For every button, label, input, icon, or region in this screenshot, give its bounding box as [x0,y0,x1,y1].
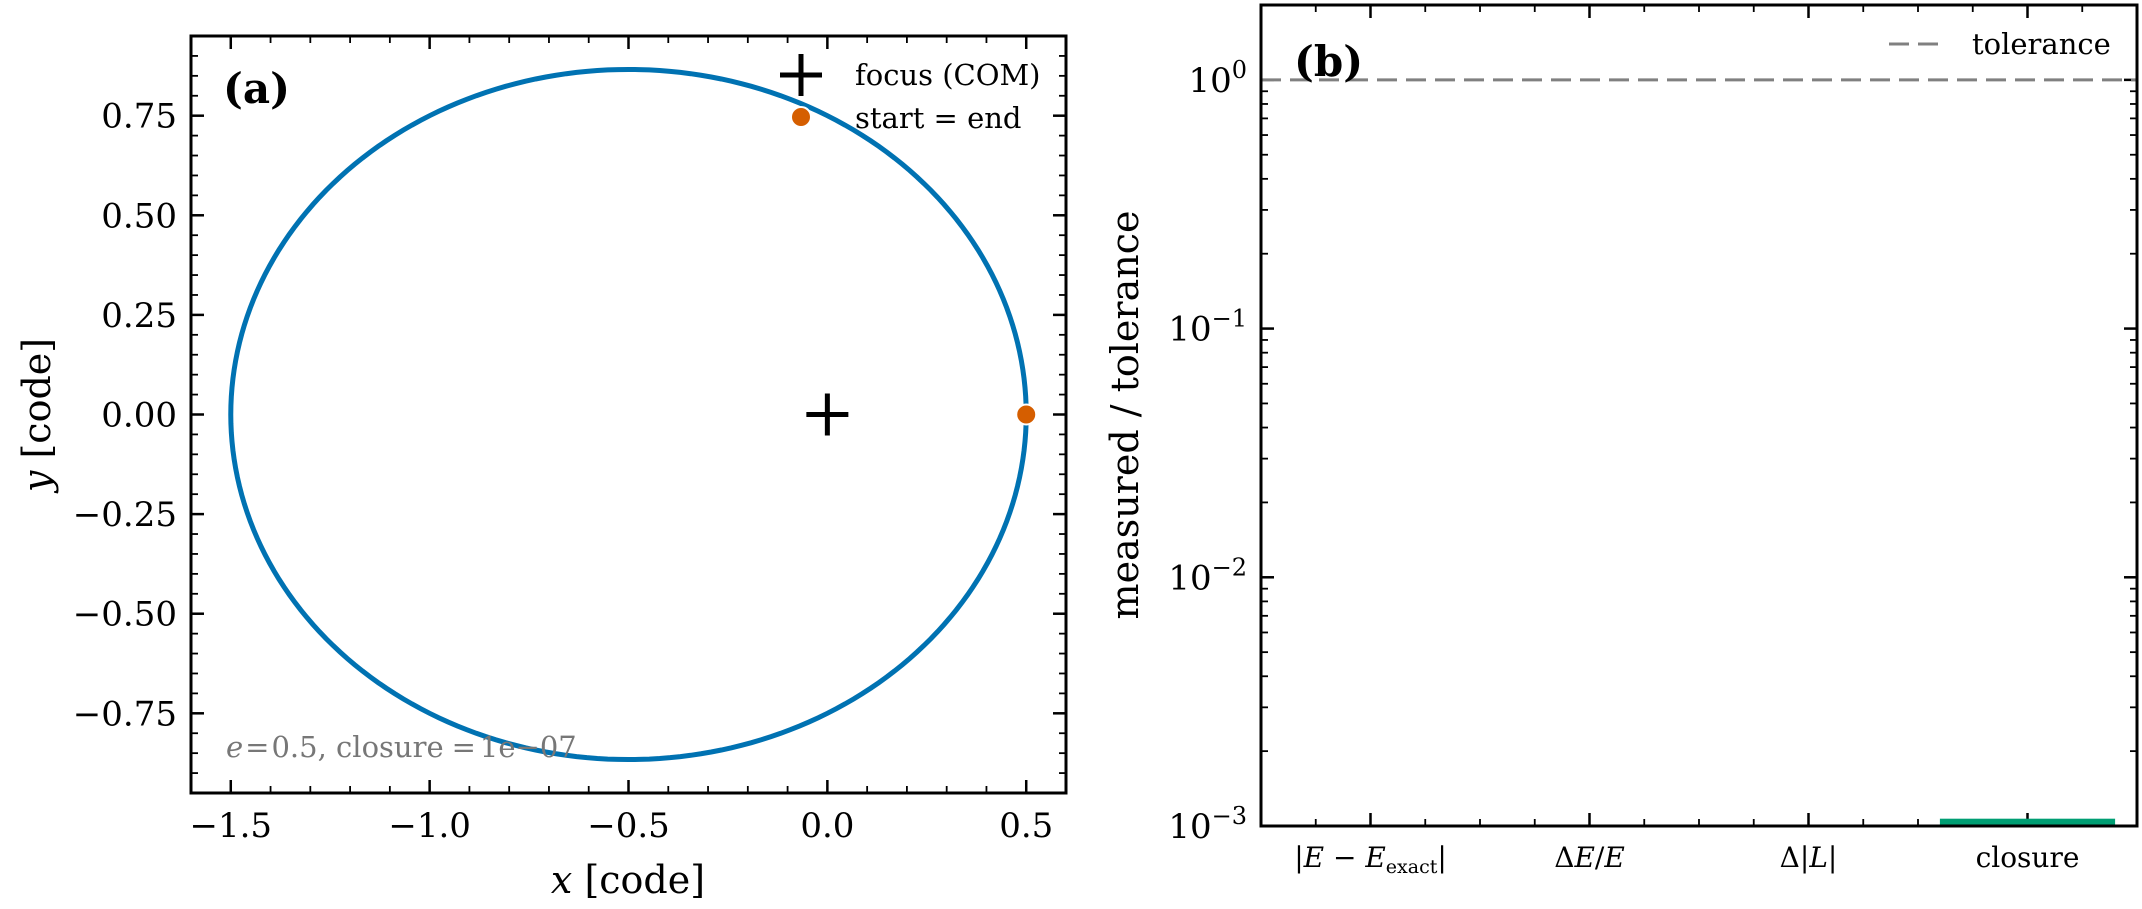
b-y-tick-label: 10−2 [1168,553,1247,598]
y-tick-label: −0.50 [73,595,177,635]
category-label-energy-error: |E − Eexact| [1294,841,1447,878]
panel-a-frame [189,34,1068,795]
category-label-closure: closure [1976,841,2080,874]
b-y-tick-label: 10−3 [1168,802,1247,847]
b-y-tick-label: 10−1 [1168,305,1247,350]
bar-closure [1939,818,2116,826]
orbit-annotation: e=0.5, closure = 1e−07 [226,730,577,764]
panel-b-label: (b) [1294,37,1363,86]
y-tick-label: 0.50 [101,196,177,236]
annotation-closure-value: 1e−07 [480,730,577,764]
start-end-marker [1015,403,1038,426]
panel-b-bar-group [1939,818,2116,826]
y-tick-label: −0.75 [73,694,177,734]
legend-focus-com-label: focus (COM) [855,58,1041,92]
panel-a-ylabel: y [code] [15,338,59,494]
panel-a-orbit: −1.5 −1.0 −0.5 0.0 0.5 −0.75 −0.50 −0.25 0.00 0.2… [15,34,1068,902]
panel-b-ticks: 10−3 10−2 10−1 100 |E − Eexact| ΔE/E Δ|L| closu… [1168,4,2137,878]
annotation-closure-text: , closure [318,730,444,764]
legend-focus-com-marker [780,54,822,96]
panel-a-xlabel: x [code] [551,858,705,902]
annotation-equals: = [245,730,269,764]
panel-a-xlabel-text: x [code] [551,858,705,902]
x-tick-label: 0.0 [800,806,854,846]
legend-tolerance-label: tolerance [1972,27,2111,61]
y-tick-label: 0.25 [101,296,177,336]
panel-a-label: (a) [223,64,290,113]
category-label-ang-mom-drift: Δ|L| [1780,841,1838,874]
y-tick-label: 0.75 [101,97,177,137]
panel-b-legend: tolerance [1889,27,2111,61]
y-tick-label: −0.25 [73,495,177,535]
x-tick-label: 0.5 [999,806,1053,846]
y-tick-label: 0.00 [101,396,177,436]
x-tick-label: −0.5 [587,806,670,846]
axis-unit: [code] [572,858,705,902]
annotation-closure-equals: = [452,730,476,764]
panel-a-legend: focus (COM) start = end [780,54,1041,135]
legend-start-end-label: start = end [855,101,1021,135]
orbit-curve [228,66,1029,763]
axis-symbol: x [551,858,572,902]
panel-b-ylabel: measured / tolerance [1103,211,1147,620]
annotation-e-symbol: e [226,730,243,764]
panel-a-ticks: −1.5 −1.0 −0.5 0.0 0.5 −0.75 −0.50 −0.25 0.00 0.2… [73,35,1067,846]
annotation-e-value: 0.5 [271,730,317,764]
axis-unit: [code] [15,338,59,471]
legend-start-end-marker [790,106,812,128]
panel-b-bars: 10−3 10−2 10−1 100 |E − Eexact| ΔE/E Δ|L| closu… [1103,3,2139,878]
b-y-tick-label: 100 [1188,56,1247,101]
x-tick-label: −1.5 [189,806,272,846]
category-label-energy-drift: ΔE/E [1554,841,1625,874]
x-tick-label: −1.0 [388,806,471,846]
axis-symbol: y [15,470,59,494]
panel-b-frame [1259,3,2139,828]
focus-com-marker [806,393,849,436]
